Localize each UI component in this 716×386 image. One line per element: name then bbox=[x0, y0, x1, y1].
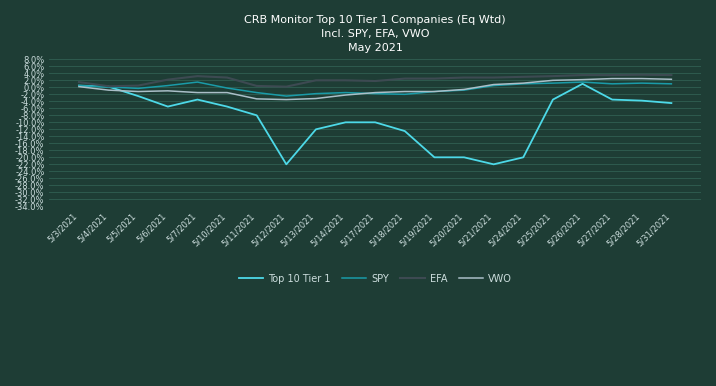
EFA bbox=[519, 74, 528, 79]
VWO bbox=[223, 90, 231, 95]
SPY bbox=[548, 81, 557, 85]
VWO bbox=[489, 82, 498, 87]
EFA bbox=[637, 73, 646, 77]
SPY bbox=[608, 81, 616, 86]
SPY bbox=[342, 90, 350, 95]
VWO bbox=[667, 77, 676, 81]
SPY bbox=[163, 83, 172, 88]
Top 10 Tier 1 bbox=[223, 104, 231, 109]
Top 10 Tier 1 bbox=[371, 120, 379, 125]
VWO bbox=[371, 90, 379, 95]
EFA bbox=[371, 79, 379, 83]
Line: EFA: EFA bbox=[79, 75, 672, 86]
EFA bbox=[163, 77, 172, 82]
SPY bbox=[223, 86, 231, 90]
SPY bbox=[460, 88, 468, 92]
VWO bbox=[400, 89, 409, 94]
SPY bbox=[579, 80, 587, 85]
EFA bbox=[311, 78, 320, 83]
Top 10 Tier 1 bbox=[311, 127, 320, 132]
VWO bbox=[193, 90, 202, 95]
Top 10 Tier 1 bbox=[253, 113, 261, 118]
EFA bbox=[342, 78, 350, 83]
EFA bbox=[105, 84, 113, 89]
VWO bbox=[608, 76, 616, 81]
Top 10 Tier 1 bbox=[193, 97, 202, 102]
EFA bbox=[608, 73, 616, 78]
Top 10 Tier 1 bbox=[400, 129, 409, 134]
VWO bbox=[548, 78, 557, 83]
Top 10 Tier 1 bbox=[74, 83, 83, 88]
Top 10 Tier 1 bbox=[134, 94, 142, 98]
Line: SPY: SPY bbox=[79, 82, 672, 96]
SPY bbox=[667, 81, 676, 86]
SPY bbox=[637, 81, 646, 85]
Legend: Top 10 Tier 1, SPY, EFA, VWO: Top 10 Tier 1, SPY, EFA, VWO bbox=[235, 270, 516, 288]
Top 10 Tier 1 bbox=[430, 155, 439, 160]
EFA bbox=[430, 76, 439, 81]
Top 10 Tier 1 bbox=[548, 97, 557, 102]
Top 10 Tier 1 bbox=[637, 98, 646, 103]
VWO bbox=[134, 89, 142, 94]
EFA bbox=[74, 80, 83, 85]
Top 10 Tier 1 bbox=[519, 155, 528, 160]
Top 10 Tier 1 bbox=[460, 155, 468, 160]
SPY bbox=[519, 81, 528, 86]
SPY bbox=[193, 80, 202, 85]
VWO bbox=[163, 88, 172, 93]
SPY bbox=[489, 83, 498, 88]
VWO bbox=[253, 96, 261, 101]
EFA bbox=[667, 73, 676, 78]
SPY bbox=[430, 89, 439, 94]
Line: Top 10 Tier 1: Top 10 Tier 1 bbox=[79, 84, 672, 164]
VWO bbox=[105, 88, 113, 92]
EFA bbox=[460, 75, 468, 80]
EFA bbox=[282, 84, 291, 89]
SPY bbox=[311, 91, 320, 96]
Top 10 Tier 1 bbox=[579, 81, 587, 86]
VWO bbox=[637, 76, 646, 81]
SPY bbox=[105, 85, 113, 89]
VWO bbox=[311, 96, 320, 101]
Top 10 Tier 1 bbox=[105, 84, 113, 89]
SPY bbox=[400, 92, 409, 96]
VWO bbox=[74, 84, 83, 89]
EFA bbox=[489, 75, 498, 80]
EFA bbox=[253, 84, 261, 88]
SPY bbox=[282, 94, 291, 98]
EFA bbox=[193, 74, 202, 78]
EFA bbox=[223, 75, 231, 80]
VWO bbox=[460, 87, 468, 92]
SPY bbox=[253, 90, 261, 95]
SPY bbox=[74, 83, 83, 88]
Top 10 Tier 1 bbox=[282, 162, 291, 167]
VWO bbox=[282, 97, 291, 102]
VWO bbox=[519, 81, 528, 85]
Top 10 Tier 1 bbox=[489, 162, 498, 167]
EFA bbox=[579, 73, 587, 78]
SPY bbox=[371, 91, 379, 96]
Top 10 Tier 1 bbox=[608, 97, 616, 102]
VWO bbox=[430, 89, 439, 94]
EFA bbox=[548, 74, 557, 78]
Top 10 Tier 1 bbox=[667, 101, 676, 105]
Title: CRB Monitor Top 10 Tier 1 Companies (Eq Wtd)
Incl. SPY, EFA, VWO
May 2021: CRB Monitor Top 10 Tier 1 Companies (Eq … bbox=[244, 15, 506, 53]
Line: VWO: VWO bbox=[79, 79, 672, 100]
SPY bbox=[134, 86, 142, 91]
EFA bbox=[400, 76, 409, 81]
Top 10 Tier 1 bbox=[342, 120, 350, 125]
Top 10 Tier 1 bbox=[163, 104, 172, 109]
VWO bbox=[342, 93, 350, 97]
VWO bbox=[579, 77, 587, 82]
EFA bbox=[134, 83, 142, 88]
